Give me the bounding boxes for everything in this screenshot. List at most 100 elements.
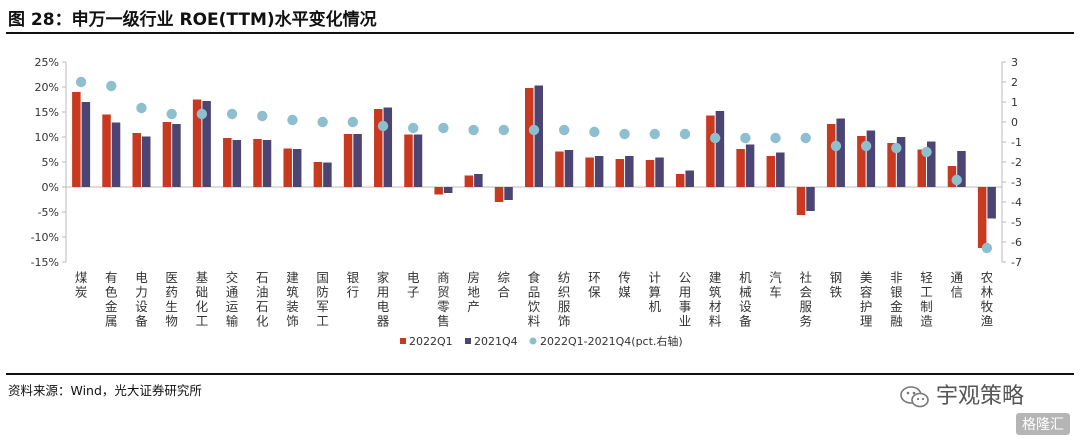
roe-chart: 25% 20% 15% 10% 5% 0% -5% -10% -15% 3 2 1 0 -1 -2 -3 -4 -…: [31, 56, 1022, 348]
legend-swatch-2021q4: [465, 338, 471, 344]
diff-dot: [347, 116, 359, 128]
bar-2021q4: [413, 134, 423, 187]
bar-2021q4: [172, 124, 181, 187]
diff-dot: [709, 132, 721, 144]
x-tick-label: 环保: [588, 270, 601, 300]
diff-dot: [860, 140, 872, 152]
bar-2022q1: [464, 175, 474, 187]
bar-2021q4: [957, 151, 966, 187]
bar-2022q1: [313, 162, 323, 187]
y-right-tick-label: -3: [1011, 176, 1022, 189]
watermark-text: 宇观策略: [936, 384, 1025, 409]
y-left-tick-label: -15%: [31, 256, 59, 269]
x-tick-label: 商贸零售: [437, 270, 450, 329]
y-right-tick-label: -1: [1011, 136, 1022, 149]
source-note: 资料来源：Wind，光大证券研究所: [8, 383, 202, 398]
diff-dot: [589, 126, 600, 138]
y-right-tick-label: 2: [1011, 76, 1018, 89]
x-tick-label: 传媒: [618, 270, 631, 300]
x-tick-label: 煤炭: [75, 270, 88, 300]
diff-dot: [438, 122, 449, 134]
bar-2021q4: [81, 102, 91, 187]
x-tick-label: 美容护理: [860, 270, 873, 329]
diff-dot: [770, 132, 781, 144]
y-right-tick-label: -5: [1011, 216, 1022, 229]
diff-dot: [257, 110, 268, 122]
y-left-tick-label: 20%: [35, 81, 59, 94]
diff-dot: [891, 142, 902, 154]
footer-divider: [6, 373, 1074, 375]
bar-2021q4: [594, 156, 604, 187]
bar-2021q4: [776, 152, 785, 187]
bar-2021q4: [836, 118, 845, 187]
bar-2022q1: [947, 166, 957, 187]
diff-dot: [166, 108, 177, 120]
diff-dot: [106, 80, 117, 92]
bar-2022q1: [283, 148, 292, 187]
diff-dot: [951, 174, 962, 186]
bar-2022q1: [434, 187, 443, 195]
x-tick-label: 银行: [347, 270, 360, 300]
x-tick-label: 电力设备: [135, 270, 148, 329]
bar-2022q1: [494, 187, 504, 202]
x-tick-label: 社会服务: [799, 270, 812, 329]
diff-dot: [498, 124, 510, 136]
bar-2022q1: [887, 143, 896, 187]
y-right-tick-label: -2: [1011, 156, 1022, 169]
diff-dot: [377, 120, 389, 132]
bar-2021q4: [292, 149, 302, 187]
y-left-tick-label: -10%: [31, 231, 59, 244]
x-tick-label: 建筑装饰: [286, 270, 299, 329]
bar-2022q1: [253, 139, 262, 187]
x-tick-label: 通信: [950, 270, 963, 300]
brand-badge: 格隆汇: [1016, 413, 1070, 435]
x-tick-label: 家用电器: [377, 270, 390, 329]
legend-label-diff: 2022Q1-2021Q4(pct.右轴): [540, 334, 683, 348]
diff-dot: [408, 122, 419, 134]
x-tick-label: 农林牧渔: [981, 270, 994, 329]
bar-2021q4: [111, 122, 121, 187]
bar-2022q1: [555, 151, 564, 187]
x-tick-label: 建筑材料: [709, 270, 722, 329]
bar-2021q4: [323, 162, 332, 187]
bar-2022q1: [162, 122, 172, 187]
diff-dot: [740, 132, 751, 144]
bar-2022q1: [132, 133, 141, 187]
diff-dot: [317, 116, 328, 128]
x-tick-label: 房地产: [467, 270, 480, 314]
bar-2021q4: [685, 170, 694, 187]
x-tick-label: 计算机: [649, 270, 662, 314]
x-tick-label: 纺织服饰: [558, 270, 571, 329]
bar-2022q1: [585, 157, 594, 187]
diff-dot: [226, 108, 238, 120]
bar-2021q4: [715, 111, 725, 187]
bar-2021q4: [655, 157, 664, 187]
diff-dot: [679, 128, 691, 140]
x-tick-label: 国防军工: [316, 270, 329, 329]
y-right-tick-label: 3: [1011, 56, 1018, 69]
diff-dot: [981, 242, 993, 254]
x-tick-label: 钢铁: [830, 270, 843, 300]
title-divider: [6, 32, 1074, 34]
page-title: 图 28：申万一级行业 ROE(TTM)水平变化情况: [8, 10, 377, 30]
y-left-tick-label: 0%: [42, 181, 59, 194]
y-right-tick-label: 0: [1011, 116, 1018, 129]
y-left-tick-label: -5%: [38, 206, 59, 219]
bar-2022q1: [192, 99, 202, 187]
y-right-tick-label: -6: [1011, 236, 1022, 249]
y-left-tick-label: 25%: [35, 56, 59, 69]
diff-dot: [287, 114, 298, 126]
x-tick-label: 有色金属: [105, 270, 118, 329]
bar-2021q4: [443, 187, 453, 193]
wechat-icon: [900, 386, 929, 408]
x-tick-label: 轻工制造: [920, 270, 933, 329]
diff-dot: [619, 128, 630, 140]
bar-2021q4: [262, 140, 272, 187]
bar-2022q1: [977, 187, 987, 248]
bar-2022q1: [404, 134, 413, 187]
bar-2022q1: [223, 138, 232, 187]
bar-2022q1: [343, 134, 353, 187]
diff-dot: [800, 132, 811, 144]
bar-2022q1: [857, 136, 866, 187]
bar-2021q4: [927, 141, 936, 187]
